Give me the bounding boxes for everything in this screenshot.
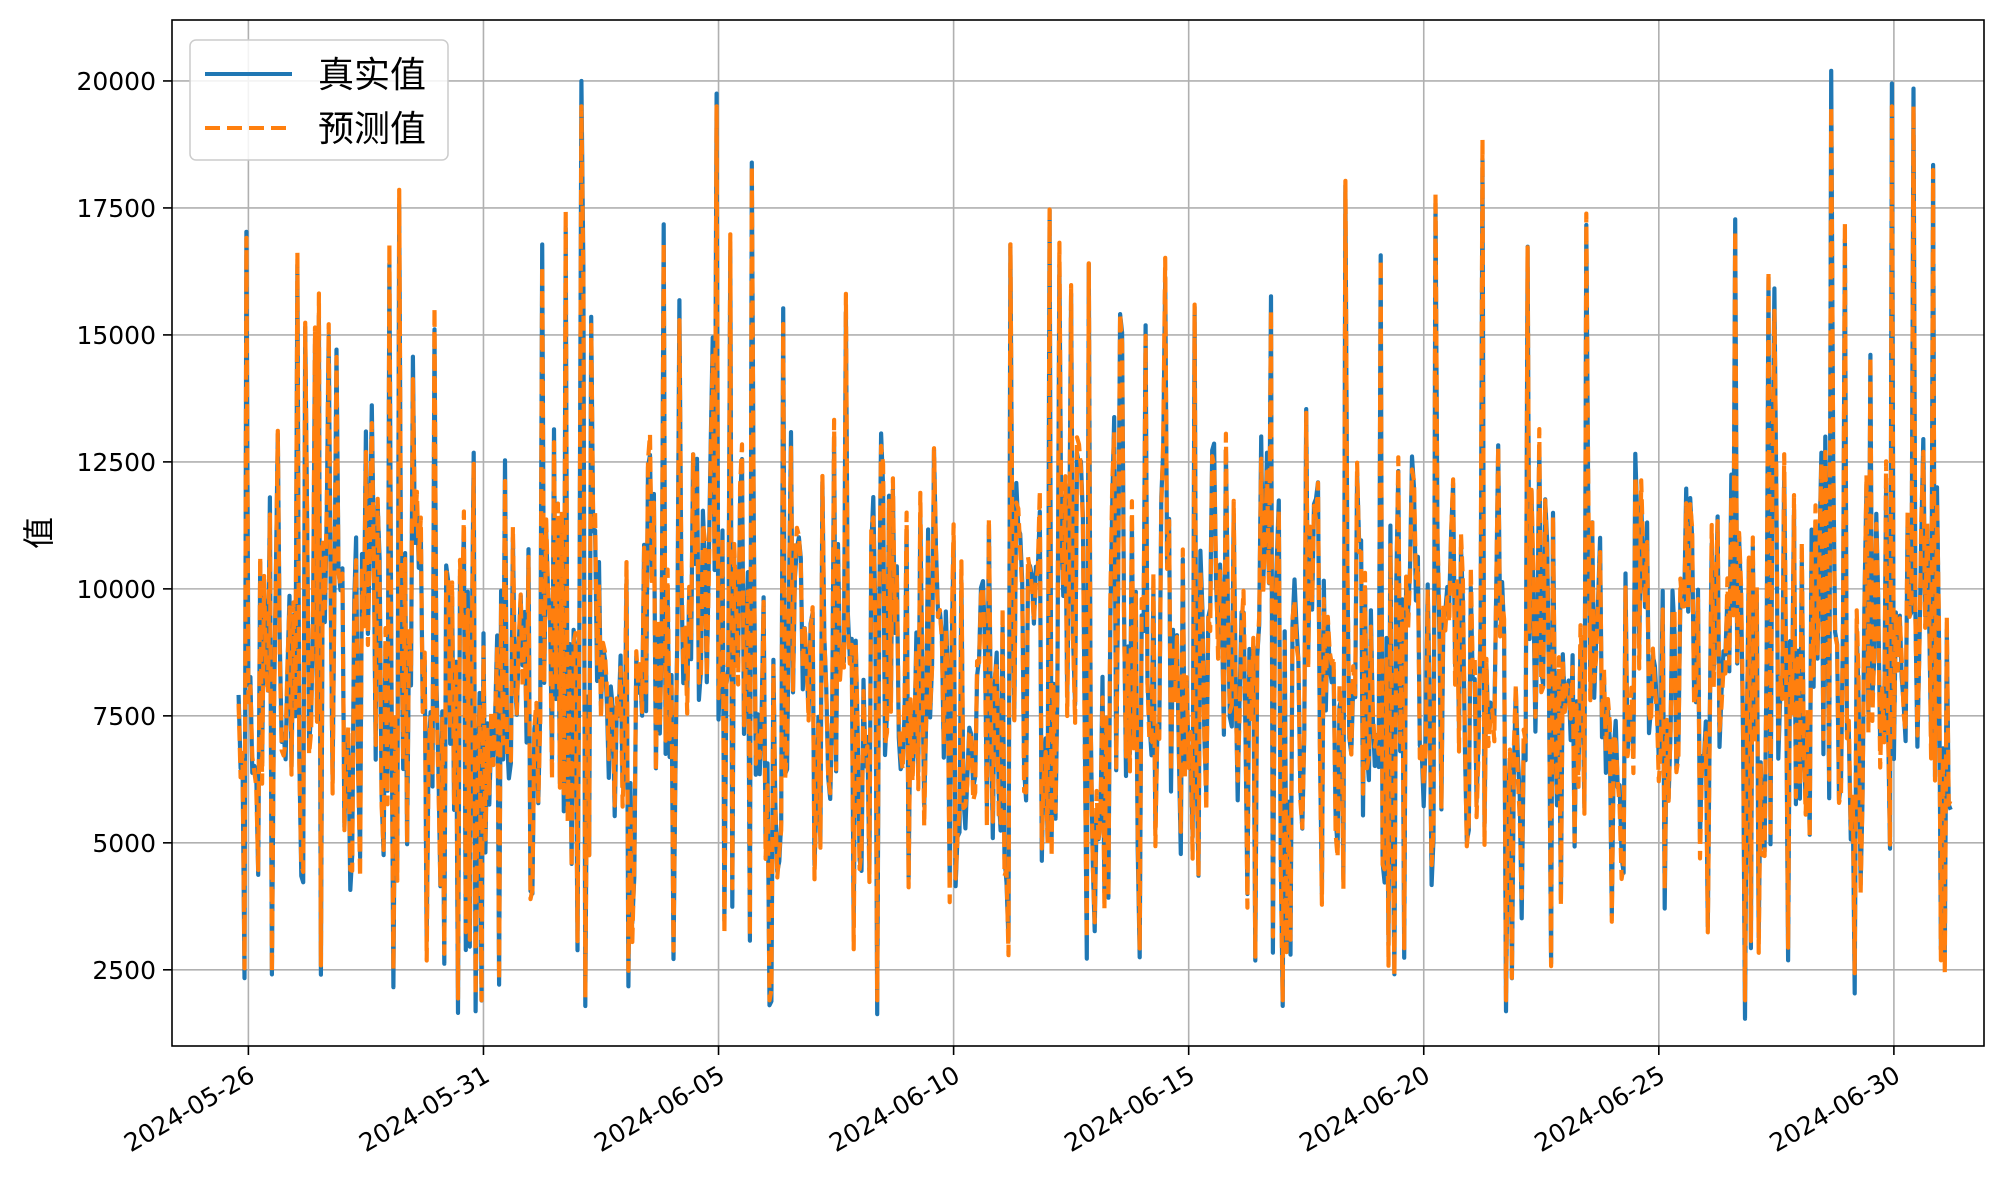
series-line-predicted [236, 104, 1953, 1003]
legend-label-predicted: 预测值 [318, 109, 426, 150]
y-tick-label: 17500 [76, 194, 156, 223]
y-tick-label: 5000 [92, 829, 156, 858]
y-axis-label: 值 [20, 517, 58, 549]
y-tick-label: 20000 [76, 67, 156, 96]
y-tick-label: 7500 [92, 702, 156, 731]
y-tick-label: 15000 [76, 321, 156, 350]
y-tick-label: 10000 [76, 575, 156, 604]
y-tick-label: 2500 [92, 956, 156, 985]
axes-frame [171, 19, 1985, 1047]
plot-area [236, 68, 1953, 1021]
legend: 真实值 预测值 [189, 39, 449, 161]
y-tick-label: 12500 [76, 448, 156, 477]
legend-label-actual: 真实值 [318, 55, 426, 96]
